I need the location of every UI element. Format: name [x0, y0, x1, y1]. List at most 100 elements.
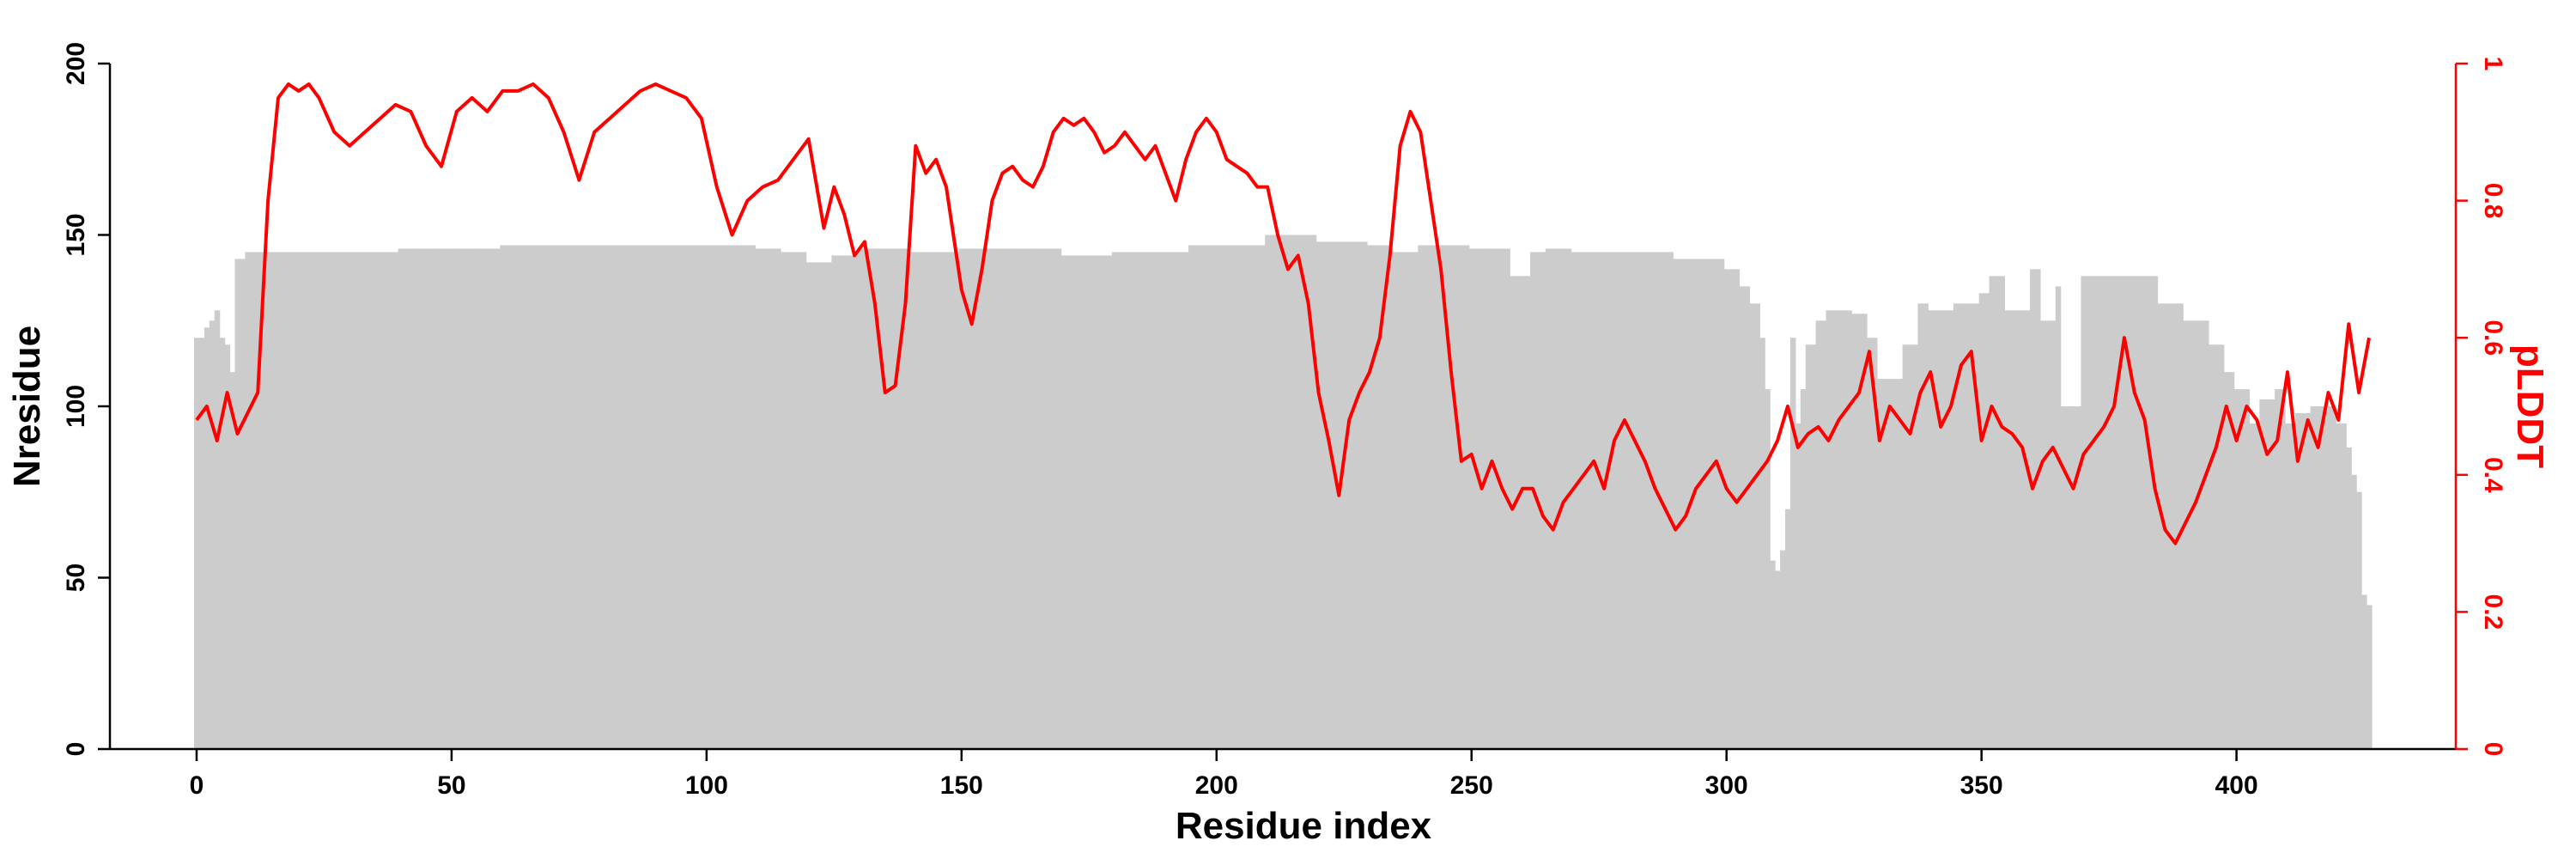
plddt-line: [195, 82, 2371, 545]
bar: [1881, 379, 1888, 749]
bar: [2244, 389, 2251, 749]
bar: [800, 252, 807, 749]
bar: [1948, 310, 1954, 749]
bar: [209, 320, 216, 749]
bar: [474, 248, 481, 750]
bar: [708, 245, 715, 750]
bar: [265, 252, 271, 749]
bar: [545, 245, 552, 750]
bar: [1631, 252, 1638, 749]
bar: [1152, 252, 1159, 749]
y-left-tick-label: 0: [62, 742, 90, 757]
bar: [377, 252, 384, 749]
x-tick-label: 200: [1195, 771, 1238, 800]
x-tick-label: 50: [437, 771, 465, 800]
bar: [958, 248, 965, 750]
bar: [1867, 338, 1873, 749]
y-right-tick-label: 0.6: [2479, 320, 2507, 356]
bar: [1642, 252, 1649, 749]
bar: [1739, 286, 1746, 750]
bar: [2315, 406, 2322, 749]
bar: [2249, 423, 2256, 749]
bar: [963, 248, 970, 750]
bar: [826, 262, 832, 749]
bar: [1856, 314, 1862, 749]
bar: [1994, 276, 2001, 749]
bar: [1800, 389, 1807, 749]
bar: [872, 248, 878, 750]
bar: [1407, 252, 1414, 749]
y-axis-right-title: pLDDT: [2509, 344, 2551, 468]
bar: [556, 245, 562, 750]
bar: [1367, 245, 1373, 750]
bar: [597, 245, 603, 750]
bar: [1678, 259, 1684, 749]
bar: [2111, 276, 2117, 749]
bar: [1545, 248, 1552, 750]
bar: [1963, 303, 1970, 749]
bar: [2183, 320, 2189, 749]
bar: [2152, 276, 2159, 749]
bar: [1621, 252, 1628, 749]
bar: [1499, 248, 1505, 750]
bar: [2035, 269, 2041, 749]
bar: [1015, 248, 1021, 750]
bar: [892, 248, 899, 750]
bar: [1428, 245, 1434, 750]
bar: [1938, 310, 1944, 749]
bar: [1479, 248, 1485, 750]
bar-series: [194, 235, 2372, 750]
bar: [1244, 245, 1250, 750]
bar: [607, 245, 613, 750]
bar: [1107, 255, 1113, 749]
bar: [316, 252, 323, 749]
bar: [775, 248, 781, 750]
bar: [1295, 235, 1302, 749]
bar: [928, 252, 934, 749]
y-left-tick-label: 100: [62, 385, 90, 428]
bar: [1453, 245, 1460, 750]
bar: [1886, 379, 1893, 749]
bar: [331, 252, 337, 749]
bar: [2086, 276, 2092, 749]
bar: [627, 245, 634, 750]
bar: [479, 248, 486, 750]
bar: [1376, 245, 1383, 750]
bar: [1458, 245, 1465, 750]
bar: [1765, 389, 1771, 749]
bar: [673, 245, 679, 750]
bar: [1815, 320, 1822, 749]
bar: [612, 245, 618, 750]
bar: [841, 255, 848, 749]
bar: [852, 255, 858, 749]
bar: [1698, 259, 1704, 749]
x-tick-label: 250: [1450, 771, 1493, 800]
bar: [2106, 276, 2112, 749]
bar: [1836, 310, 1842, 749]
bar: [984, 248, 991, 750]
bar: [2075, 406, 2082, 749]
bar: [1382, 245, 1388, 750]
bar: [1423, 245, 1429, 750]
bar: [495, 248, 501, 750]
bar: [658, 245, 664, 750]
bar: [439, 248, 445, 750]
bar: [1142, 252, 1149, 749]
bar: [1265, 235, 1271, 749]
bar: [1449, 245, 1455, 750]
bar: [632, 245, 639, 750]
bar: [755, 248, 761, 750]
bar: [1912, 344, 1919, 749]
bar: [1785, 509, 1791, 749]
bar: [526, 245, 532, 750]
bar: [484, 248, 491, 750]
bar: [1754, 303, 1760, 749]
bar: [1310, 235, 1317, 749]
x-tick-label: 350: [1960, 771, 2003, 800]
bar: [683, 245, 690, 750]
bar: [1362, 241, 1368, 750]
bar: [2025, 310, 2031, 749]
bar: [2050, 320, 2057, 749]
bar: [535, 245, 542, 750]
bar: [908, 252, 914, 749]
